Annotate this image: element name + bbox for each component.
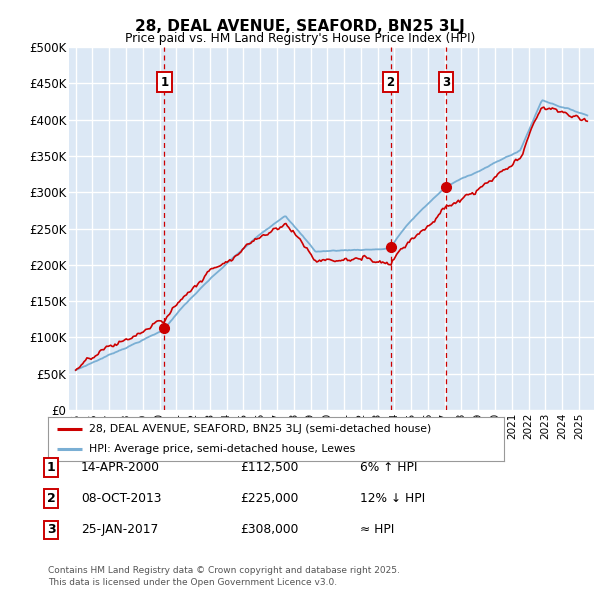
Text: HPI: Average price, semi-detached house, Lewes: HPI: Average price, semi-detached house,… <box>89 444 355 454</box>
Text: 1: 1 <box>160 76 169 88</box>
Text: 2: 2 <box>47 492 55 505</box>
Text: Price paid vs. HM Land Registry's House Price Index (HPI): Price paid vs. HM Land Registry's House … <box>125 32 475 45</box>
Text: £225,000: £225,000 <box>240 492 298 505</box>
Text: £112,500: £112,500 <box>240 461 298 474</box>
Text: 12% ↓ HPI: 12% ↓ HPI <box>360 492 425 505</box>
Text: 14-APR-2000: 14-APR-2000 <box>81 461 160 474</box>
Text: 28, DEAL AVENUE, SEAFORD, BN25 3LJ (semi-detached house): 28, DEAL AVENUE, SEAFORD, BN25 3LJ (semi… <box>89 424 431 434</box>
Text: 3: 3 <box>442 76 450 88</box>
Text: 1: 1 <box>47 461 55 474</box>
Text: £308,000: £308,000 <box>240 523 298 536</box>
Text: ≈ HPI: ≈ HPI <box>360 523 394 536</box>
Text: 08-OCT-2013: 08-OCT-2013 <box>81 492 161 505</box>
Text: Contains HM Land Registry data © Crown copyright and database right 2025.
This d: Contains HM Land Registry data © Crown c… <box>48 566 400 587</box>
Text: 2: 2 <box>386 76 395 88</box>
Text: 28, DEAL AVENUE, SEAFORD, BN25 3LJ: 28, DEAL AVENUE, SEAFORD, BN25 3LJ <box>135 19 465 34</box>
Text: 25-JAN-2017: 25-JAN-2017 <box>81 523 158 536</box>
Text: 6% ↑ HPI: 6% ↑ HPI <box>360 461 418 474</box>
Text: 3: 3 <box>47 523 55 536</box>
